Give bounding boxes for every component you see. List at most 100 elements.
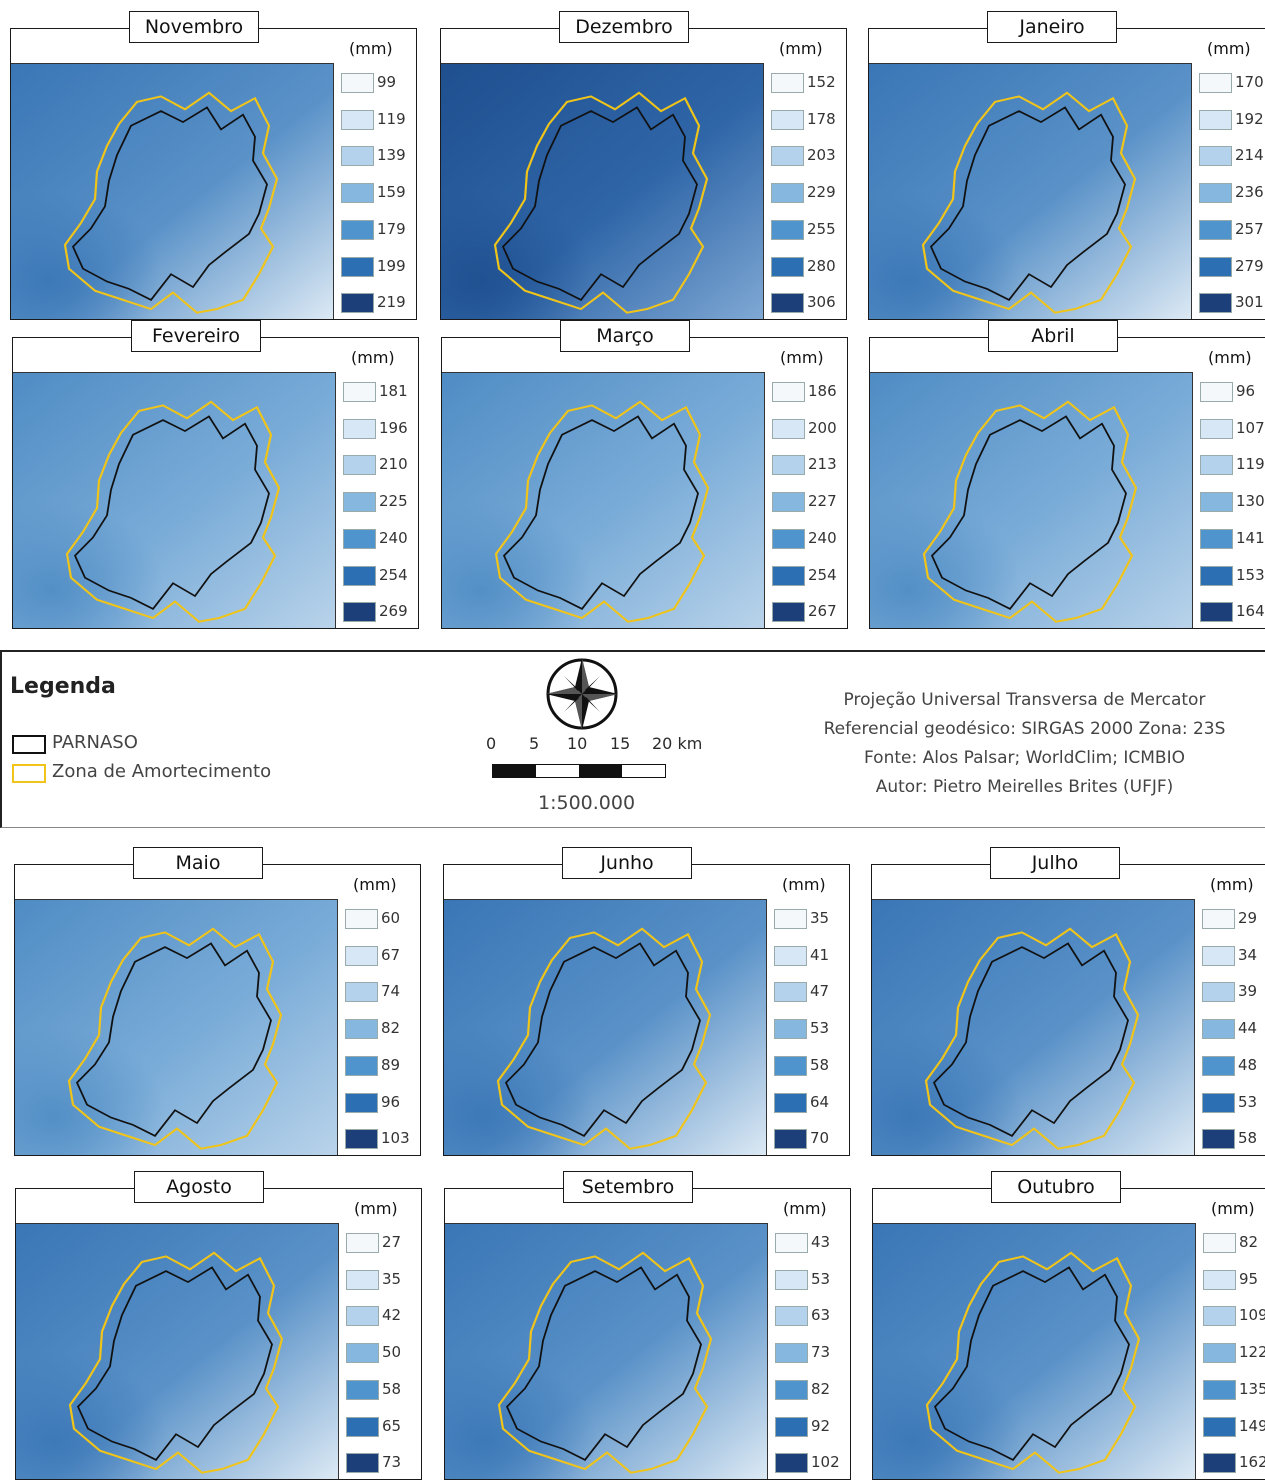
scale-ratio: 1:500.000 [538, 792, 635, 814]
scalebar: 0 5 10 15 20 km 1:500.000 [472, 734, 732, 824]
legend-class: 192 [1199, 110, 1265, 130]
class-swatch [345, 946, 378, 966]
month-title: Agosto [134, 1171, 264, 1203]
class-value: 269 [379, 602, 408, 620]
scalebar-tick: 15 [610, 734, 630, 753]
class-value: 65 [382, 1417, 401, 1435]
map-credits: Projeção Universal Transversa de Mercato… [792, 686, 1257, 802]
class-swatch [774, 1056, 807, 1076]
class-swatch [771, 73, 804, 93]
legend-class: 306 [771, 293, 871, 313]
class-swatch [772, 529, 805, 549]
legend-class: 254 [343, 566, 443, 586]
legend-class: 73 [775, 1343, 875, 1363]
scalebar-tick: 0 [486, 734, 496, 753]
buffer-zone-swatch [12, 764, 46, 783]
legend-class: 255 [771, 220, 871, 240]
month-title: Setembro [563, 1171, 693, 1203]
legend-class: 96 [345, 1093, 445, 1113]
legend-class: 141 [1200, 529, 1265, 549]
class-swatch [771, 110, 804, 130]
class-swatch [343, 455, 376, 475]
class-swatch [1200, 529, 1233, 549]
class-swatch [772, 455, 805, 475]
legend-class: 213 [772, 455, 872, 475]
class-swatch [1200, 382, 1233, 402]
class-value: 255 [807, 220, 836, 238]
legend-class: 179 [341, 220, 441, 240]
class-value: 82 [381, 1019, 400, 1037]
map-panel-abril: Abril (mm) 96 107 119 130 141 153 164 [869, 337, 1265, 629]
class-swatch [771, 293, 804, 313]
class-swatch [343, 529, 376, 549]
class-swatch [1202, 909, 1235, 929]
class-swatch [774, 1129, 807, 1149]
class-value: 109 [1239, 1306, 1265, 1324]
legend-class: 159 [341, 183, 441, 203]
credit-author: Autor: Pietro Meirelles Brites (UFJF) [792, 773, 1257, 802]
class-swatch [1200, 492, 1233, 512]
class-value: 99 [377, 73, 396, 91]
north-arrow-icon [542, 654, 622, 734]
unit-label: (mm) [354, 1199, 398, 1218]
class-value: 159 [377, 183, 406, 201]
legend-class: 102 [775, 1453, 875, 1473]
legend-class: 103 [345, 1129, 445, 1149]
unit-label: (mm) [351, 348, 395, 367]
class-swatch [341, 183, 374, 203]
class-swatch [345, 1056, 378, 1076]
class-value: 267 [808, 602, 837, 620]
legend-class: 181 [343, 382, 443, 402]
class-value: 58 [382, 1380, 401, 1398]
class-value: 199 [377, 257, 406, 275]
class-value: 257 [1235, 220, 1264, 238]
class-swatch [345, 982, 378, 1002]
class-swatch [1203, 1233, 1236, 1253]
class-swatch [774, 909, 807, 929]
class-swatch [1203, 1306, 1236, 1326]
class-swatch [775, 1233, 808, 1253]
legend-class: 58 [774, 1056, 874, 1076]
class-value: 280 [807, 257, 836, 275]
class-swatch [1199, 73, 1232, 93]
legend-class: 35 [774, 909, 874, 929]
parnaso-label: PARNASO [52, 732, 138, 753]
legend-class: 74 [345, 982, 445, 1002]
legend-class: 65 [346, 1417, 446, 1437]
class-swatch [774, 982, 807, 1002]
legend-class: 47 [774, 982, 874, 1002]
legend-class: 39 [1202, 982, 1265, 1002]
class-value: 92 [811, 1417, 830, 1435]
class-swatch [772, 492, 805, 512]
month-title: Outubro [991, 1171, 1121, 1203]
legend-class: 240 [343, 529, 443, 549]
class-swatch [346, 1343, 379, 1363]
class-swatch [1203, 1380, 1236, 1400]
legend-class: 92 [775, 1417, 875, 1437]
class-value: 130 [1236, 492, 1265, 510]
class-value: 73 [811, 1343, 830, 1361]
legend-class: 240 [772, 529, 872, 549]
precipitation-map [444, 899, 767, 1155]
legend-class: 48 [1202, 1056, 1265, 1076]
legend-class: 44 [1202, 1019, 1265, 1039]
class-value: 58 [810, 1056, 829, 1074]
month-title: Junho [562, 847, 692, 879]
class-value: 301 [1235, 293, 1264, 311]
class-value: 179 [377, 220, 406, 238]
legend-class: 53 [774, 1019, 874, 1039]
legend-class: 64 [774, 1093, 874, 1113]
scalebar-tick: 5 [529, 734, 539, 753]
map-panel-julho: Julho (mm) 29 34 39 44 48 53 58 [871, 864, 1265, 1156]
precipitation-map [16, 1223, 339, 1479]
unit-label: (mm) [1210, 875, 1254, 894]
class-value: 186 [808, 382, 837, 400]
month-title: Abril [988, 320, 1118, 352]
class-swatch [346, 1380, 379, 1400]
legend-class: 254 [772, 566, 872, 586]
class-value: 41 [810, 946, 829, 964]
class-value: 119 [1236, 455, 1265, 473]
class-swatch [346, 1233, 379, 1253]
legend-class: 135 [1203, 1380, 1265, 1400]
month-title: Maio [133, 847, 263, 879]
